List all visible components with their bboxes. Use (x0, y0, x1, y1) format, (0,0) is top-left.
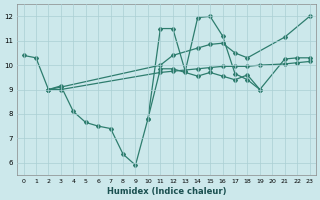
X-axis label: Humidex (Indice chaleur): Humidex (Indice chaleur) (107, 187, 226, 196)
